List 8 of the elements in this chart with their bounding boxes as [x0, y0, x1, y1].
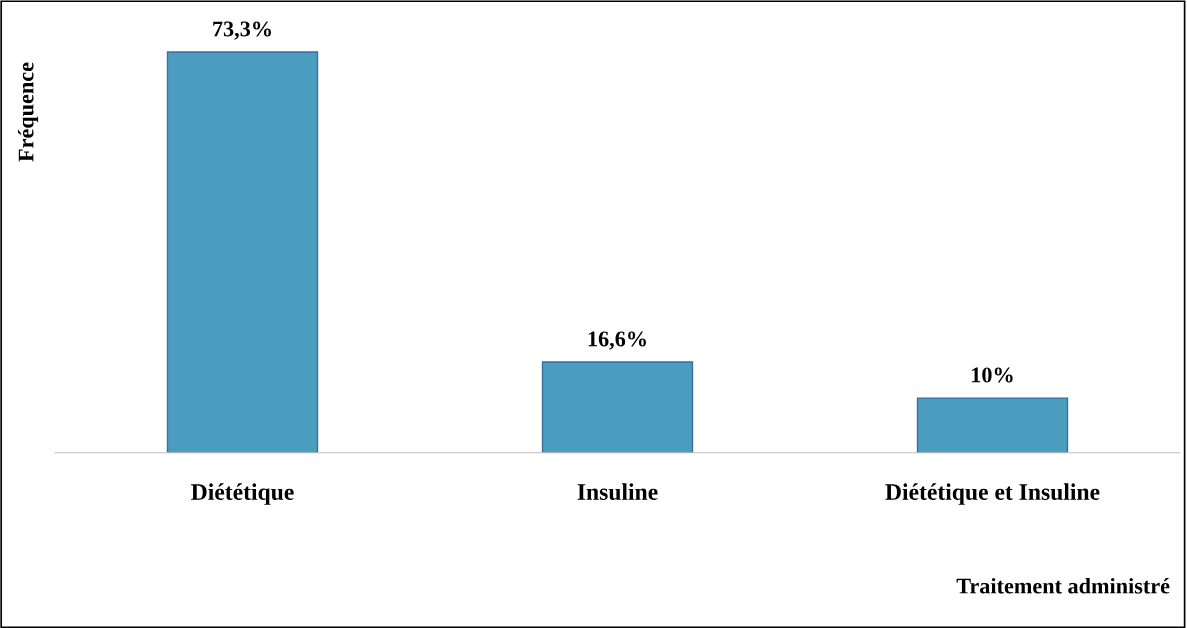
x-tick-label: Diététique et Insuline — [885, 483, 1100, 505]
data-label: 73,3% — [213, 21, 271, 40]
x-tick-label: Insuline — [577, 483, 658, 501]
data-label: 16,6% — [588, 331, 646, 350]
x-axis-title: Traitement administré — [956, 577, 1170, 594]
y-axis-title: Fréquence — [17, 62, 39, 162]
x-tick-label: Diététique — [191, 483, 294, 505]
data-label: 10% — [972, 367, 1013, 383]
